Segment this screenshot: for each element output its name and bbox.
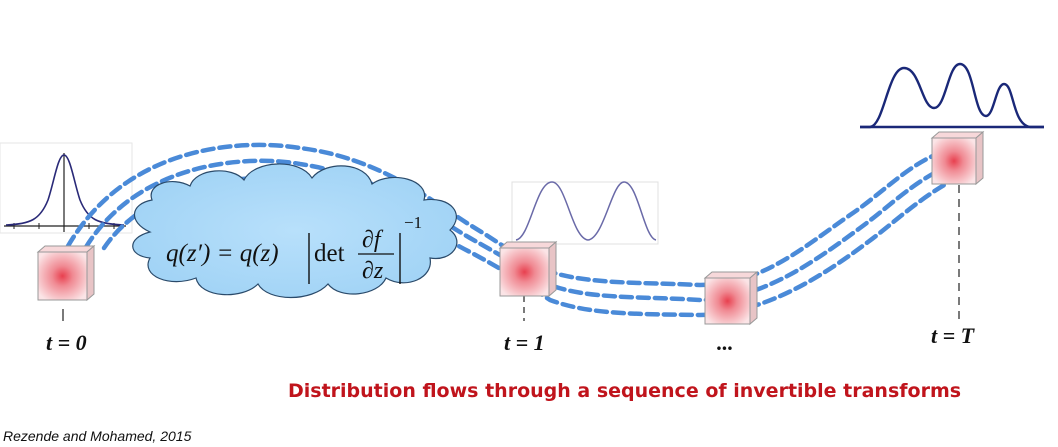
equation-numerator: ∂f [362,227,384,253]
bimodal-density-plot [511,181,659,245]
transform-box-intermediate [703,270,759,326]
transform-box-t0 [36,244,96,302]
time-label-t1: t = 1 [504,330,545,355]
bimodal-curve [515,181,657,241]
transform-box-tT [930,130,985,186]
equation-det: det [314,240,345,267]
equation-lhs: q(z′) = q(z) [166,240,279,267]
gaussian-density-plot [0,142,133,234]
time-guides [62,185,960,321]
citation: Rezende and Mohamed, 2015 [3,428,192,444]
multimodal-curve [860,62,1044,129]
bimodal-plot-frame [511,181,659,245]
cloud-shape [132,163,458,299]
multimodal-density-plot [860,62,1044,129]
equation-exponent: −1 [404,213,422,232]
diagram-caption: Distribution flows through a sequence of… [288,380,962,402]
gaussian-curve [5,154,125,226]
time-label-ellipsis: ... [717,330,734,355]
equation-cloud: q(z′) = q(z) det ∂f ∂z −1 [132,163,458,299]
time-label-tT: t = T [931,323,976,348]
equation-denominator: ∂z [362,258,384,284]
transform-box-t1 [498,240,558,298]
time-label-t0: t = 0 [46,330,87,355]
